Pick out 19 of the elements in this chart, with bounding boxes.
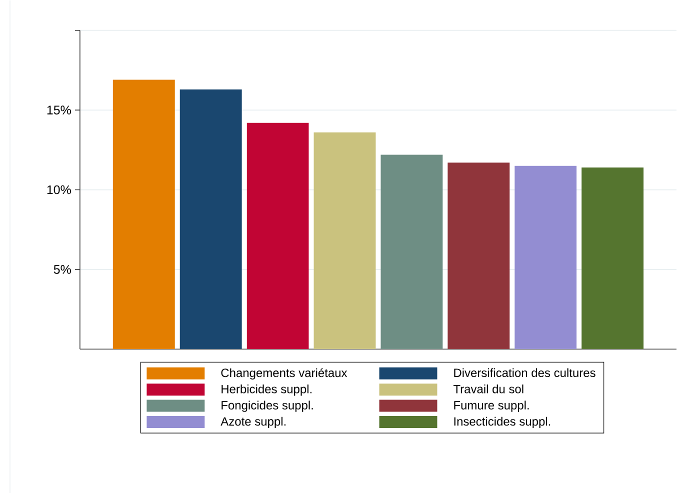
bar [514,166,577,349]
legend-label: Azote suppl. [220,416,286,428]
legend-label: Fongicides suppl. [222,400,313,412]
bar [380,154,443,349]
legend-label: Insecticides suppl. [454,416,550,428]
bar [448,162,510,349]
bar [582,167,644,349]
legend-label: Changements variétaux [221,368,348,380]
y-tick-label: 15% [47,105,71,114]
legend-label: Diversification des cultures [454,368,596,377]
bar [180,89,242,349]
legend-label: Travail du sol [453,384,524,394]
legend-label: Fumure suppl. [454,400,529,412]
legend-label: Herbicides suppl. [222,384,312,396]
bar [246,122,309,349]
y-tick-label: 5% [54,264,71,274]
bar [314,132,376,349]
y-tick-label: 10% [47,185,71,194]
bar [112,80,175,349]
